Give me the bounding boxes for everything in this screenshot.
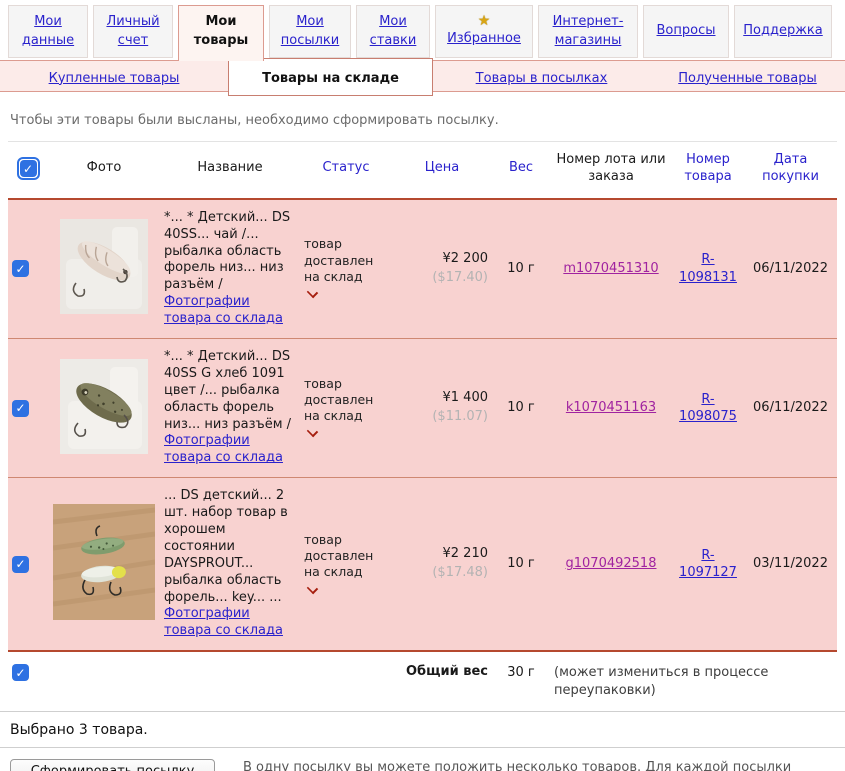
parcel-hint-text: В одну посылку вы можете положить нескол… — [243, 760, 792, 771]
purchase-date: 03/11/2022 — [753, 556, 828, 572]
item-number-link[interactable]: R-1097127 — [679, 547, 737, 581]
product-title: *... * Детский... DS 40SS G хлеб 1091 цв… — [164, 349, 292, 432]
column-header-date[interactable]: Дата покупки — [744, 140, 837, 199]
column-header-status[interactable]: Статус — [300, 140, 392, 199]
subtab-goods-in-warehouse[interactable]: Товары на складе — [228, 58, 433, 96]
column-header-lot: Номер лота или заказа — [550, 140, 672, 199]
lot-number-link[interactable]: m1070451310 — [563, 261, 659, 277]
status-text: товар доставлен на склад — [304, 236, 374, 284]
purchase-date: 06/11/2022 — [753, 400, 828, 416]
total-weight-label: Общий вес — [406, 664, 488, 680]
price-yen: ¥2 200 — [442, 251, 489, 267]
total-row: Общий вес 30 г (может измениться в проце… — [8, 651, 837, 712]
column-header-photo: Фото — [48, 140, 160, 199]
item-weight: 10 г — [507, 556, 535, 572]
product-title: *... * Детский... DS 40SS... чай /... ры… — [164, 209, 291, 293]
tab-my-goods[interactable]: Мои товары — [178, 5, 264, 61]
tab-questions[interactable]: Вопросы — [643, 5, 729, 58]
total-row-checkbox[interactable] — [12, 664, 29, 682]
tab-favorites[interactable]: ★ Избранное — [435, 5, 533, 58]
main-nav: Мои данные Личный счет Мои товары Мои по… — [0, 0, 845, 61]
divider — [0, 711, 845, 713]
table-header-row: Фото Название Статус Цена Вес Номер лота… — [8, 140, 837, 199]
divider — [0, 747, 845, 749]
row-checkbox[interactable] — [12, 260, 29, 278]
product-photo[interactable] — [60, 219, 148, 318]
product-photo[interactable] — [60, 358, 148, 458]
selected-count-text: Выбрано 3 товара. — [10, 722, 148, 739]
column-header-name: Название — [160, 140, 300, 199]
tab-my-parcels[interactable]: Мои посылки — [269, 5, 351, 58]
price-yen: ¥1 400 — [442, 390, 489, 406]
warehouse-photos-link[interactable]: Фотографии товара со склада — [164, 433, 283, 466]
warehouse-goods-table: Фото Название Статус Цена Вес Номер лота… — [8, 140, 837, 712]
form-parcel-section: Сформировать посылку В одну посылку вы м… — [0, 748, 845, 771]
product-title: ... DS детский... 2 шт. набор товар в хо… — [164, 488, 288, 605]
tab-personal-account[interactable]: Личный счет — [93, 5, 173, 58]
star-icon: ★ — [477, 13, 491, 30]
tab-online-stores[interactable]: Интернет-магазины — [538, 5, 638, 58]
total-weight-value: 30 г — [507, 665, 535, 681]
price-yen: ¥2 210 — [442, 546, 489, 562]
item-weight: 10 г — [507, 400, 535, 416]
goods-sub-nav: Купленные товары Товары на складе Товары… — [0, 58, 845, 96]
item-weight: 10 г — [492, 197, 550, 339]
column-header-price[interactable]: Цена — [392, 140, 492, 199]
item-number-link[interactable]: R-1098131 — [679, 252, 737, 285]
table-row: ... DS детский... 2 шт. набор товар в хо… — [8, 477, 837, 652]
price-usd: ($17.48) — [432, 565, 488, 581]
price-usd: ($11.07) — [432, 409, 488, 425]
lot-number-link[interactable]: k1070451163 — [565, 400, 657, 416]
status-text: товар доставлен на склад — [304, 531, 374, 580]
column-header-item[interactable]: Номер товара — [672, 140, 744, 199]
column-header-weight[interactable]: Вес — [492, 140, 550, 199]
product-photo[interactable] — [52, 504, 156, 624]
tab-my-bids[interactable]: Мои ставки — [356, 5, 430, 58]
chevron-down-icon[interactable] — [306, 582, 319, 594]
repack-note: (может измениться в процессе переупаковк… — [554, 665, 769, 698]
purchase-date: 06/11/2022 — [744, 197, 837, 339]
select-all-checkbox[interactable] — [16, 157, 40, 181]
tab-support[interactable]: Поддержка — [734, 5, 832, 58]
table-row: *... * Детский... DS 40SS G хлеб 1091 цв… — [8, 338, 837, 478]
form-parcel-button[interactable]: Сформировать посылку — [10, 759, 215, 771]
chevron-down-icon[interactable] — [306, 426, 319, 438]
tab-my-data[interactable]: Мои данные — [8, 5, 88, 58]
status-text: товар доставлен на склад — [304, 375, 374, 424]
subtab-goods-in-parcels[interactable]: Товары в посылках — [475, 70, 608, 86]
warehouse-photos-link[interactable]: Фотографии товара со склада — [164, 606, 283, 639]
item-number-link[interactable]: R-1098075 — [679, 391, 737, 425]
subtab-purchased-goods[interactable]: Купленные товары — [48, 70, 180, 86]
lot-number-link[interactable]: g1070492518 — [565, 556, 657, 572]
table-row: *... * Детский... DS 40SS... чай /... ры… — [8, 197, 837, 339]
price-usd: ($17.40) — [432, 269, 488, 285]
row-checkbox[interactable] — [12, 555, 29, 573]
subtab-received-goods[interactable]: Полученные товары — [678, 70, 817, 86]
row-checkbox[interactable] — [12, 399, 29, 417]
warehouse-photos-link[interactable]: Фотографии товара со склада — [164, 294, 283, 327]
warehouse-notice: Чтобы эти товары были высланы, необходим… — [10, 113, 499, 128]
select-all-cell — [8, 140, 48, 199]
chevron-down-icon[interactable] — [306, 286, 319, 299]
